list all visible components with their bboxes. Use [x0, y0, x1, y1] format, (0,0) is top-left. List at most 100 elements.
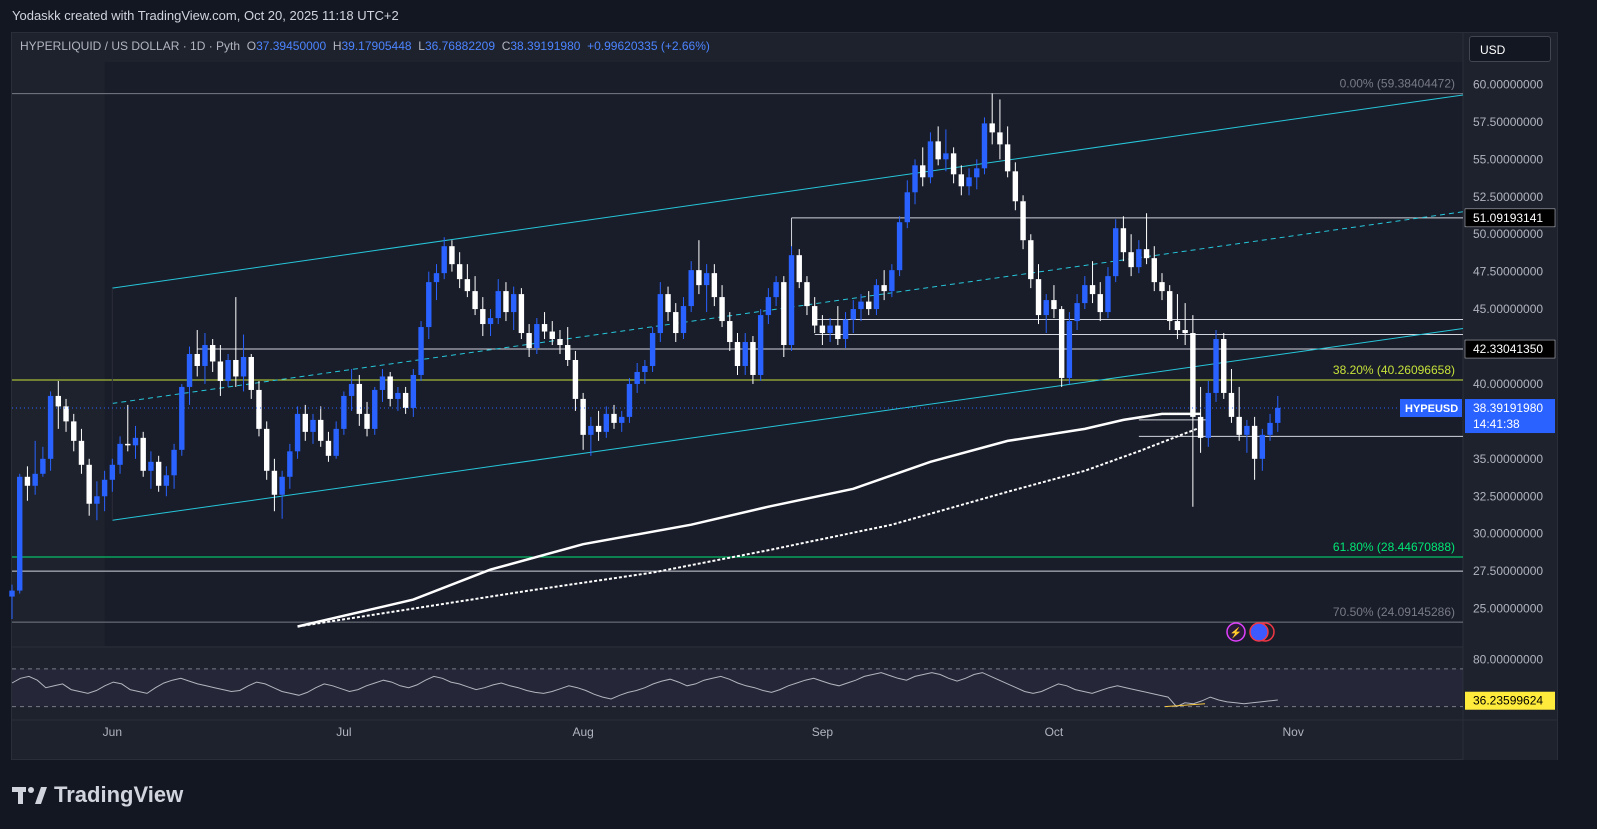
candle-body — [626, 383, 633, 417]
y-tick-label: 27.50000000 — [1473, 564, 1543, 578]
price-label-text: 42.33041350 — [1473, 342, 1543, 356]
candle-body — [819, 325, 826, 334]
candle-body — [1028, 240, 1034, 280]
candle-body — [1197, 416, 1204, 438]
tradingview-logo[interactable]: TradingView — [12, 782, 183, 808]
symbol-badge-text: HYPEUSD — [1405, 403, 1458, 415]
lightning-event-icon — [1226, 622, 1246, 642]
candle-body — [410, 374, 417, 408]
candle-body — [688, 270, 694, 307]
candle-body — [55, 395, 62, 407]
candle-body — [781, 282, 787, 346]
candle-body — [32, 473, 38, 486]
candle-body — [1143, 249, 1150, 259]
channel-mid — [112, 211, 1464, 404]
open-label: O — [246, 39, 257, 53]
candle-body — [318, 419, 324, 441]
candle-body — [1136, 249, 1142, 268]
y-tick-label: 47.50000000 — [1473, 265, 1543, 279]
candle-body — [696, 270, 702, 286]
candle-body — [611, 413, 617, 423]
candle-body — [835, 325, 841, 340]
candle-body — [526, 333, 532, 349]
candle-body — [881, 285, 887, 292]
candle-body — [9, 590, 15, 597]
candle-body — [873, 285, 880, 310]
candle-body — [503, 291, 509, 313]
candle-body — [1182, 330, 1188, 334]
candle-body — [1074, 303, 1080, 322]
candle-body — [866, 301, 872, 310]
candle-body — [1128, 252, 1134, 268]
candle-body — [379, 376, 386, 390]
candle-body — [896, 222, 903, 271]
candle-body — [572, 359, 579, 399]
candle-body — [1167, 291, 1173, 322]
candle-body — [1190, 333, 1196, 417]
candle-body — [1244, 425, 1250, 435]
symbol-name: HYPERLIQUID / US DOLLAR · 1D · Pyth — [20, 39, 241, 53]
rsi-line — [11, 672, 1278, 708]
low-label: L — [418, 39, 425, 53]
candle-body — [449, 246, 455, 265]
candle-body — [796, 255, 802, 283]
candle-body — [17, 476, 23, 591]
candle-body — [125, 443, 131, 446]
candle-body — [1213, 339, 1219, 393]
candle-body — [279, 476, 285, 495]
candle-body — [441, 246, 447, 274]
candle-body — [742, 342, 748, 366]
candle-body — [395, 392, 401, 399]
y-tick-label: 52.50000000 — [1473, 190, 1543, 204]
candle-body — [372, 389, 378, 429]
candle-body — [974, 168, 980, 178]
candle-body — [1043, 300, 1049, 316]
x-tick-label: Oct — [1045, 725, 1064, 739]
candle-body — [765, 297, 772, 316]
candle-body — [1105, 276, 1111, 313]
candle-body — [1020, 201, 1026, 241]
y-tick-label: 35.00000000 — [1473, 452, 1543, 466]
ma-solid-line — [297, 412, 1201, 628]
lightning-glyph: ⚡ — [1230, 626, 1242, 639]
candle-body — [657, 294, 664, 334]
candle-body — [256, 389, 262, 429]
fib-label: 61.80% (28.44670888) — [1333, 540, 1455, 554]
candle-body — [989, 123, 995, 133]
candle-body — [233, 359, 239, 377]
y-tick-label: 57.50000000 — [1473, 115, 1543, 129]
candle-body — [1251, 425, 1258, 459]
candle-body — [1066, 321, 1073, 378]
candle-body — [40, 458, 46, 474]
y-tick-label: 60.00000000 — [1473, 77, 1543, 91]
candle-body — [757, 315, 764, 375]
candle-body — [109, 464, 116, 480]
candle-body — [179, 386, 185, 450]
currency-button[interactable]: USD — [1469, 36, 1551, 62]
current-price-box — [1465, 399, 1555, 434]
fib-label: 0.00% (59.38404472) — [1340, 77, 1455, 91]
tradingview-brand: TradingView — [54, 782, 184, 807]
candle-body — [827, 325, 833, 334]
candle-body — [673, 312, 679, 334]
candle-body — [981, 123, 988, 169]
candle-body — [1174, 321, 1181, 331]
candle-body — [549, 331, 555, 340]
y-tick-label: 55.00000000 — [1473, 152, 1543, 166]
candle-body — [1259, 434, 1266, 459]
candle-body — [209, 345, 216, 362]
candle-body — [418, 327, 424, 375]
y-tick-label: 40.00000000 — [1473, 377, 1543, 391]
candle-body — [186, 354, 193, 387]
candle-body — [248, 356, 254, 390]
candle-body — [1236, 416, 1242, 435]
candle-body — [750, 342, 756, 375]
candle-body — [294, 413, 301, 452]
rsi-band — [12, 668, 1463, 707]
x-tick-label: Sep — [812, 725, 834, 739]
candle-body — [1267, 422, 1273, 435]
candle-body — [703, 273, 710, 286]
rsi-value-text: 36.23599624 — [1473, 694, 1543, 708]
candle-body — [78, 440, 85, 465]
